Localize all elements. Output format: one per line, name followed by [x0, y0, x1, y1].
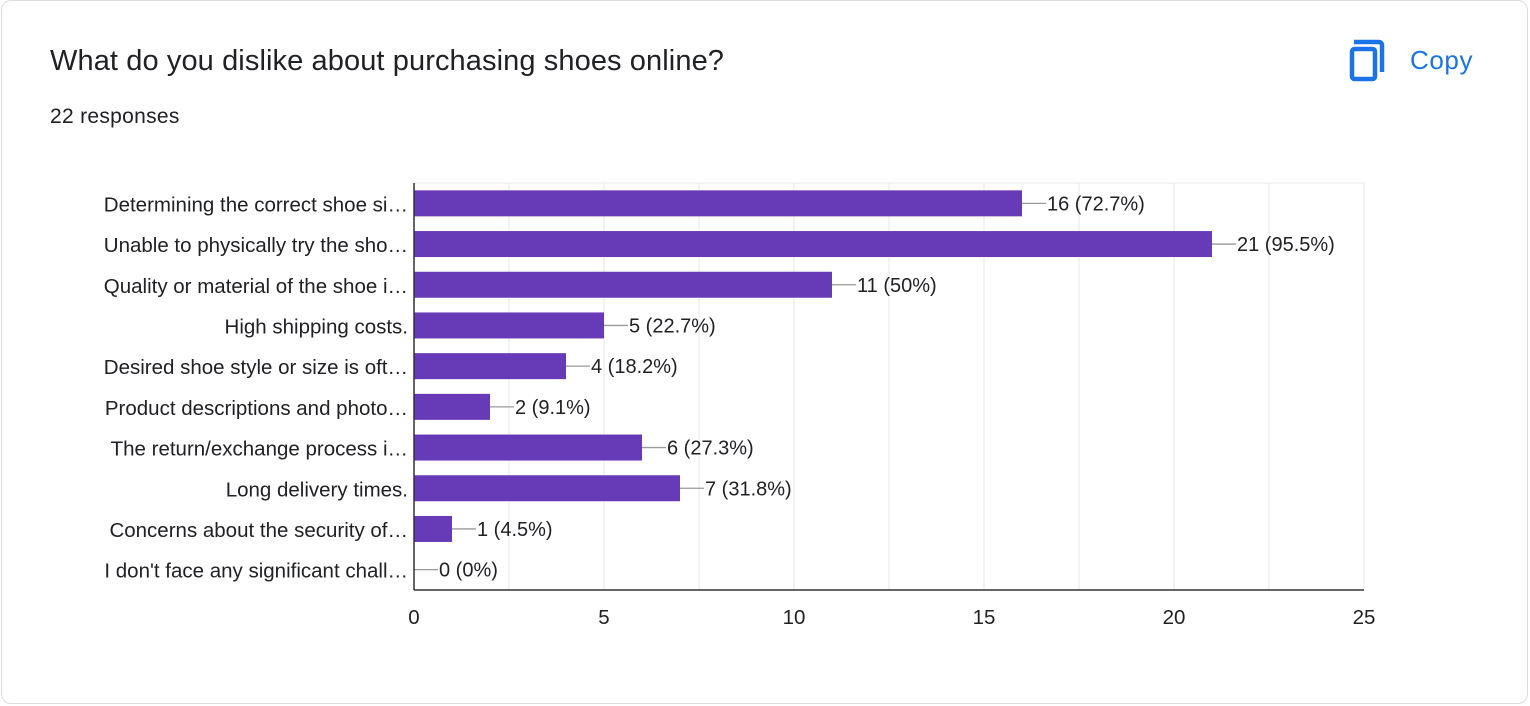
category-label: Unable to physically try the sho… [104, 234, 408, 257]
category-label: Product descriptions and photo… [105, 397, 408, 420]
bar [414, 312, 604, 339]
data-label: 21 (95.5%) [1237, 234, 1335, 256]
data-label: 4 (18.2%) [591, 356, 678, 378]
bar [414, 231, 1212, 258]
data-label: 7 (31.8%) [705, 478, 792, 500]
question-title: What do you dislike about purchasing sho… [50, 45, 725, 77]
bar [414, 353, 566, 380]
category-label: I don't face any significant chall… [104, 560, 408, 583]
data-label: 16 (72.7%) [1047, 193, 1145, 215]
x-tick-label: 5 [598, 606, 609, 629]
data-label: 5 (22.7%) [629, 315, 716, 337]
copy-label: Copy [1410, 44, 1474, 75]
data-label: 2 (9.1%) [515, 397, 591, 419]
category-label: High shipping costs. [225, 315, 408, 338]
x-tick-label: 20 [1163, 606, 1186, 629]
copy-button[interactable]: Copy [1346, 37, 1496, 83]
category-label: Long delivery times. [226, 478, 408, 501]
data-label: 0 (0%) [439, 560, 498, 582]
content-copy-icon [1349, 39, 1385, 82]
bar [414, 434, 642, 461]
bar [414, 515, 452, 542]
response-count: 22 responses [50, 105, 180, 128]
bar [414, 190, 1022, 217]
category-label: The return/exchange process i… [111, 438, 408, 461]
bar [414, 393, 490, 420]
category-label: Determining the correct shoe si… [104, 193, 408, 216]
category-label: Concerns about the security of… [109, 519, 408, 542]
category-label: Desired shoe style or size is oft… [104, 356, 408, 379]
bar [414, 271, 832, 298]
x-tick-label: 10 [783, 606, 806, 629]
data-label: 6 (27.3%) [667, 438, 754, 460]
bar [414, 475, 680, 502]
data-label: 11 (50%) [857, 275, 937, 297]
x-tick-label: 15 [973, 606, 996, 629]
category-label: Quality or material of the shoe i… [104, 275, 408, 298]
data-label: 1 (4.5%) [477, 519, 553, 541]
x-tick-label: 0 [408, 606, 419, 629]
x-tick-label: 25 [1353, 606, 1376, 629]
